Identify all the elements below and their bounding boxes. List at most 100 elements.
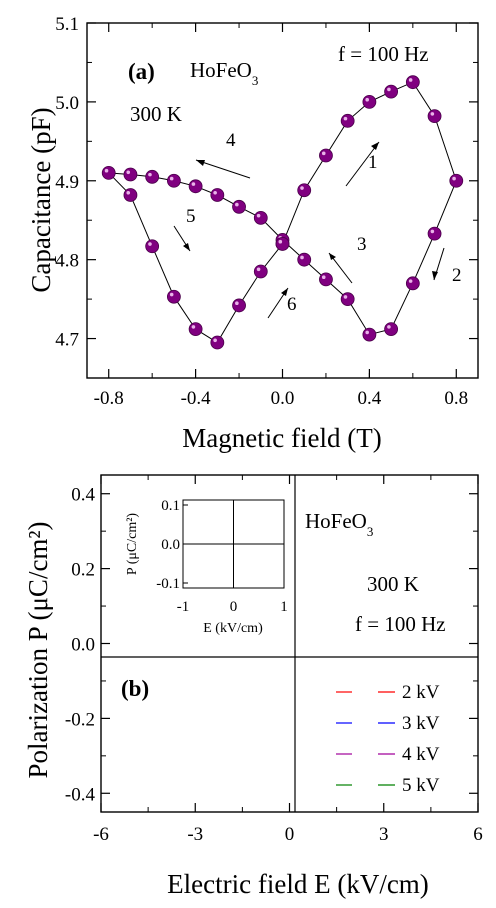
panel-a-data-point-highlight (104, 168, 109, 173)
panel-b-x-tick-label: 6 (473, 824, 483, 845)
legend-entry-label: 4 kV (402, 744, 440, 765)
panel-b-y-tick-label: 0.0 (71, 635, 95, 656)
panel-b-x-tick-label: 0 (285, 824, 295, 845)
arrow-label-4: 4 (226, 130, 236, 151)
panel-b-x-tick-label: -3 (187, 824, 203, 845)
panel-a-data-point-highlight (169, 176, 174, 181)
panel-b-y-tick-label: 0.4 (71, 485, 95, 506)
panel-b-polarization-vs-electric-field: -6 -3 0 3 6 -0.4 -0.2 0.0 0.2 0.4 HoFeO3 300 K f … (23, 474, 483, 899)
panel-b-y-tick-label: 0.2 (71, 560, 95, 581)
panel-a-data-point-highlight (365, 330, 369, 335)
panel-a-data-point-highlight (213, 190, 217, 195)
panel-b-x-axis-title: Electric field E (kV/cm) (167, 869, 429, 899)
panel-a-label: (a) (128, 59, 155, 84)
inset-y-axis-title: P (μC/cm²) (125, 513, 140, 575)
legend-entry-label: 5 kV (402, 775, 440, 796)
panel-a-data-point (362, 327, 377, 342)
panel-a-y-tick-label: 4.9 (55, 172, 79, 193)
panel-a-data-point-highlight (191, 182, 196, 186)
panel-a-data-point (449, 173, 464, 188)
panel-a-temperature: 300 K (130, 102, 182, 126)
panel-a-arrows (173, 141, 445, 319)
panel-a-data-point (340, 292, 355, 307)
panel-a-data-point (405, 75, 420, 90)
arrow-4 (195, 159, 251, 179)
panel-a-data-point-highlight (126, 170, 131, 175)
arrow-label-3: 3 (357, 234, 367, 255)
panel-a-data-point (297, 183, 312, 198)
panel-a-data-point (145, 239, 160, 254)
arrow-6-head (281, 288, 288, 296)
panel-a-data-point (232, 199, 246, 214)
panel-b-compound-subscript: 3 (367, 524, 374, 539)
panel-a-compound-subscript: 3 (252, 73, 259, 88)
inset-x-tick-label: 1 (280, 599, 288, 615)
panel-b-y-tick-label: -0.4 (65, 784, 96, 805)
arrow-4-head (196, 160, 205, 166)
arrow-2-head (432, 271, 438, 280)
panel-b-compound-text: HoFeO (305, 509, 367, 533)
panel-b-y-tick-label: -0.2 (65, 709, 95, 730)
panel-a-data-point (232, 298, 246, 313)
panel-a-data-point (253, 210, 268, 225)
panel-a-data-point (319, 148, 333, 163)
panel-a-data-point-highlight (321, 275, 326, 279)
panel-b-x-tick-label: -6 (93, 824, 109, 845)
panel-a-data-point-highlight (343, 295, 348, 299)
panel-a-data-point (166, 289, 181, 304)
panel-a-data-point (123, 188, 138, 202)
panel-a-data-point-highlight (343, 116, 348, 121)
panel-a-data-point (405, 276, 420, 291)
panel-a-data-point-highlight (365, 97, 369, 102)
panel-a-capacitance-vs-magnetic-field: -0.8 -0.4 0.0 0.4 0.8 4.7 4.8 4.9 5.0 5.1 (a) HoF… (26, 14, 479, 453)
inset-x-tick-label: 0 (230, 599, 238, 615)
panel-a-data-point-highlight (408, 78, 413, 82)
panel-a-data-point-highlight (408, 279, 413, 283)
panel-a-data-point-highlight (430, 112, 435, 116)
panel-a-data-point (427, 226, 442, 241)
panel-a-data-point-highlight (387, 325, 391, 329)
panel-a-data-point-highlight (300, 255, 304, 260)
panel-a-x-tick-label: -0.8 (94, 388, 124, 409)
panel-a-x-tick-label: 0.4 (358, 388, 382, 409)
arrow-label-2: 2 (452, 265, 462, 286)
panel-a-data-point (319, 272, 333, 287)
panel-a-data-point-highlight (235, 301, 239, 306)
panel-b-temperature: 300 K (367, 572, 419, 596)
panel-a-x-tick-label: -0.4 (181, 388, 212, 409)
panel-a-data-point-highlight (256, 267, 261, 272)
inset-x-tick-label: -1 (177, 599, 190, 615)
panel-a-data-point-highlight (300, 186, 304, 190)
panel-a-y-tick-label: 5.1 (55, 14, 79, 35)
inset-y-tick-label: 0.0 (161, 537, 180, 553)
panel-b-frequency: f = 100 Hz (355, 612, 446, 636)
panel-a-y-axis-title: Capacitance (pF) (26, 107, 56, 292)
inset-x-axis-title: E (kV/cm) (203, 621, 263, 636)
panel-b-ticks: -6 -3 0 3 6 -0.4 -0.2 0.0 0.2 0.4 (65, 475, 483, 845)
panel-a-data-point (384, 84, 399, 99)
panel-a-data-point (340, 113, 355, 128)
legend-entry-label: 2 kV (402, 682, 440, 703)
panel-a-data-point-highlight (278, 239, 283, 244)
panel-b-inset: -1 0 1 0.1 0.0 -0.1 E (kV/cm) P (μC/cm²) (125, 498, 288, 636)
panel-a-data-point-highlight (126, 190, 131, 195)
arrow-5-head (183, 243, 190, 251)
panel-a-data-point-highlight (148, 242, 152, 246)
panel-a-data-point (427, 109, 442, 123)
legend-entry-label: 3 kV (402, 713, 440, 734)
panel-a-data-point (145, 169, 160, 184)
panel-a-compound-text: HoFeO (190, 58, 252, 82)
inset-y-tick-label: -0.1 (156, 576, 180, 592)
panel-a-x-tick-label: 0.0 (271, 388, 295, 409)
panel-a-data-point (188, 322, 203, 336)
panel-a-data-point (253, 264, 268, 279)
arrow-label-6: 6 (287, 294, 297, 315)
panel-a-data-point-highlight (452, 176, 456, 181)
panel-a-data-point (362, 94, 377, 109)
panel-a-data-point-highlight (235, 202, 239, 207)
inset-y-tick-label: 0.1 (161, 498, 180, 514)
panel-a-frequency: f = 100 Hz (338, 42, 429, 66)
panel-b-label: (b) (121, 676, 149, 701)
arrow-label-5: 5 (186, 206, 196, 227)
